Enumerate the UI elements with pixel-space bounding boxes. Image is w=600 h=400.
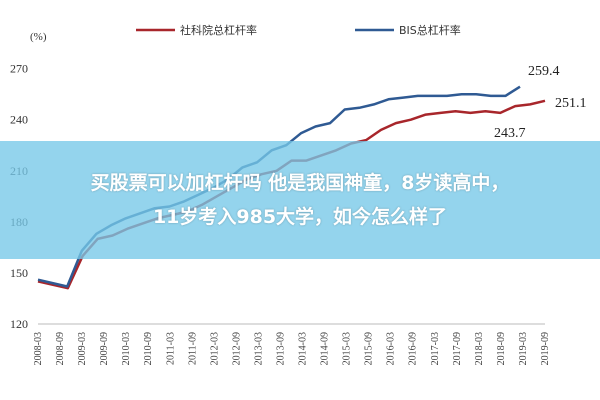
x-tick-label: 2011-09	[187, 332, 198, 365]
x-tick-label: 2014-03	[298, 332, 309, 365]
x-tick-label: 2011-03	[165, 332, 176, 365]
x-tick-label: 2019-03	[518, 332, 529, 365]
x-tick-label: 2009-03	[77, 332, 88, 365]
x-tick-label: 2015-03	[342, 332, 353, 365]
x-axis: 2008-03 2008-09 2009-03 2009-09 2010-03 2010-…	[33, 332, 551, 365]
x-tick-label: 2019-09	[540, 332, 551, 365]
x-tick-label: 2018-03	[474, 332, 485, 365]
x-tick-label: 2012-03	[209, 332, 220, 365]
x-tick-label: 2010-09	[143, 332, 154, 365]
x-tick-label: 2015-09	[364, 332, 375, 365]
x-tick-label: 2016-09	[408, 332, 419, 365]
y-tick-label: 120	[10, 317, 28, 331]
x-tick-label: 2012-09	[231, 332, 242, 365]
annotation-cass-last: 251.1	[555, 96, 587, 111]
banner-line-2[interactable]: 11岁考入985大学，如今怎么样了	[152, 206, 448, 228]
y-tick-label: 150	[10, 266, 28, 280]
y-tick-label: 240	[10, 113, 28, 127]
annotation-bis-last: 259.4	[528, 64, 560, 79]
y-unit-label: (%)	[30, 31, 47, 43]
legend-label-cass: 社科院总杠杆率	[180, 23, 257, 37]
x-tick-label: 2009-09	[99, 332, 110, 365]
x-tick-label: 2014-09	[320, 332, 331, 365]
annotation-cass-low: 243.7	[494, 126, 526, 141]
y-tick-label: 270	[10, 62, 28, 76]
x-tick-label: 2013-03	[253, 332, 264, 365]
legend-label-bis: BIS总杠杆率	[399, 23, 461, 37]
x-tick-label: 2017-03	[430, 332, 441, 365]
banner-line-1[interactable]: 买股票可以加杠杆吗 他是我国神童，8岁读高中，	[90, 172, 510, 194]
x-tick-label: 2008-09	[55, 332, 66, 365]
x-tick-label: 2013-09	[275, 332, 286, 365]
overlay-banner[interactable]: 买股票可以加杠杆吗 他是我国神童，8岁读高中， 11岁考入985大学，如今怎么样…	[0, 141, 600, 259]
x-tick-label: 2016-03	[386, 332, 397, 365]
x-tick-label: 2008-03	[33, 332, 44, 365]
x-tick-label: 2010-03	[121, 332, 132, 365]
x-tick-label: 2018-09	[496, 332, 507, 365]
x-tick-label: 2017-09	[452, 332, 463, 365]
